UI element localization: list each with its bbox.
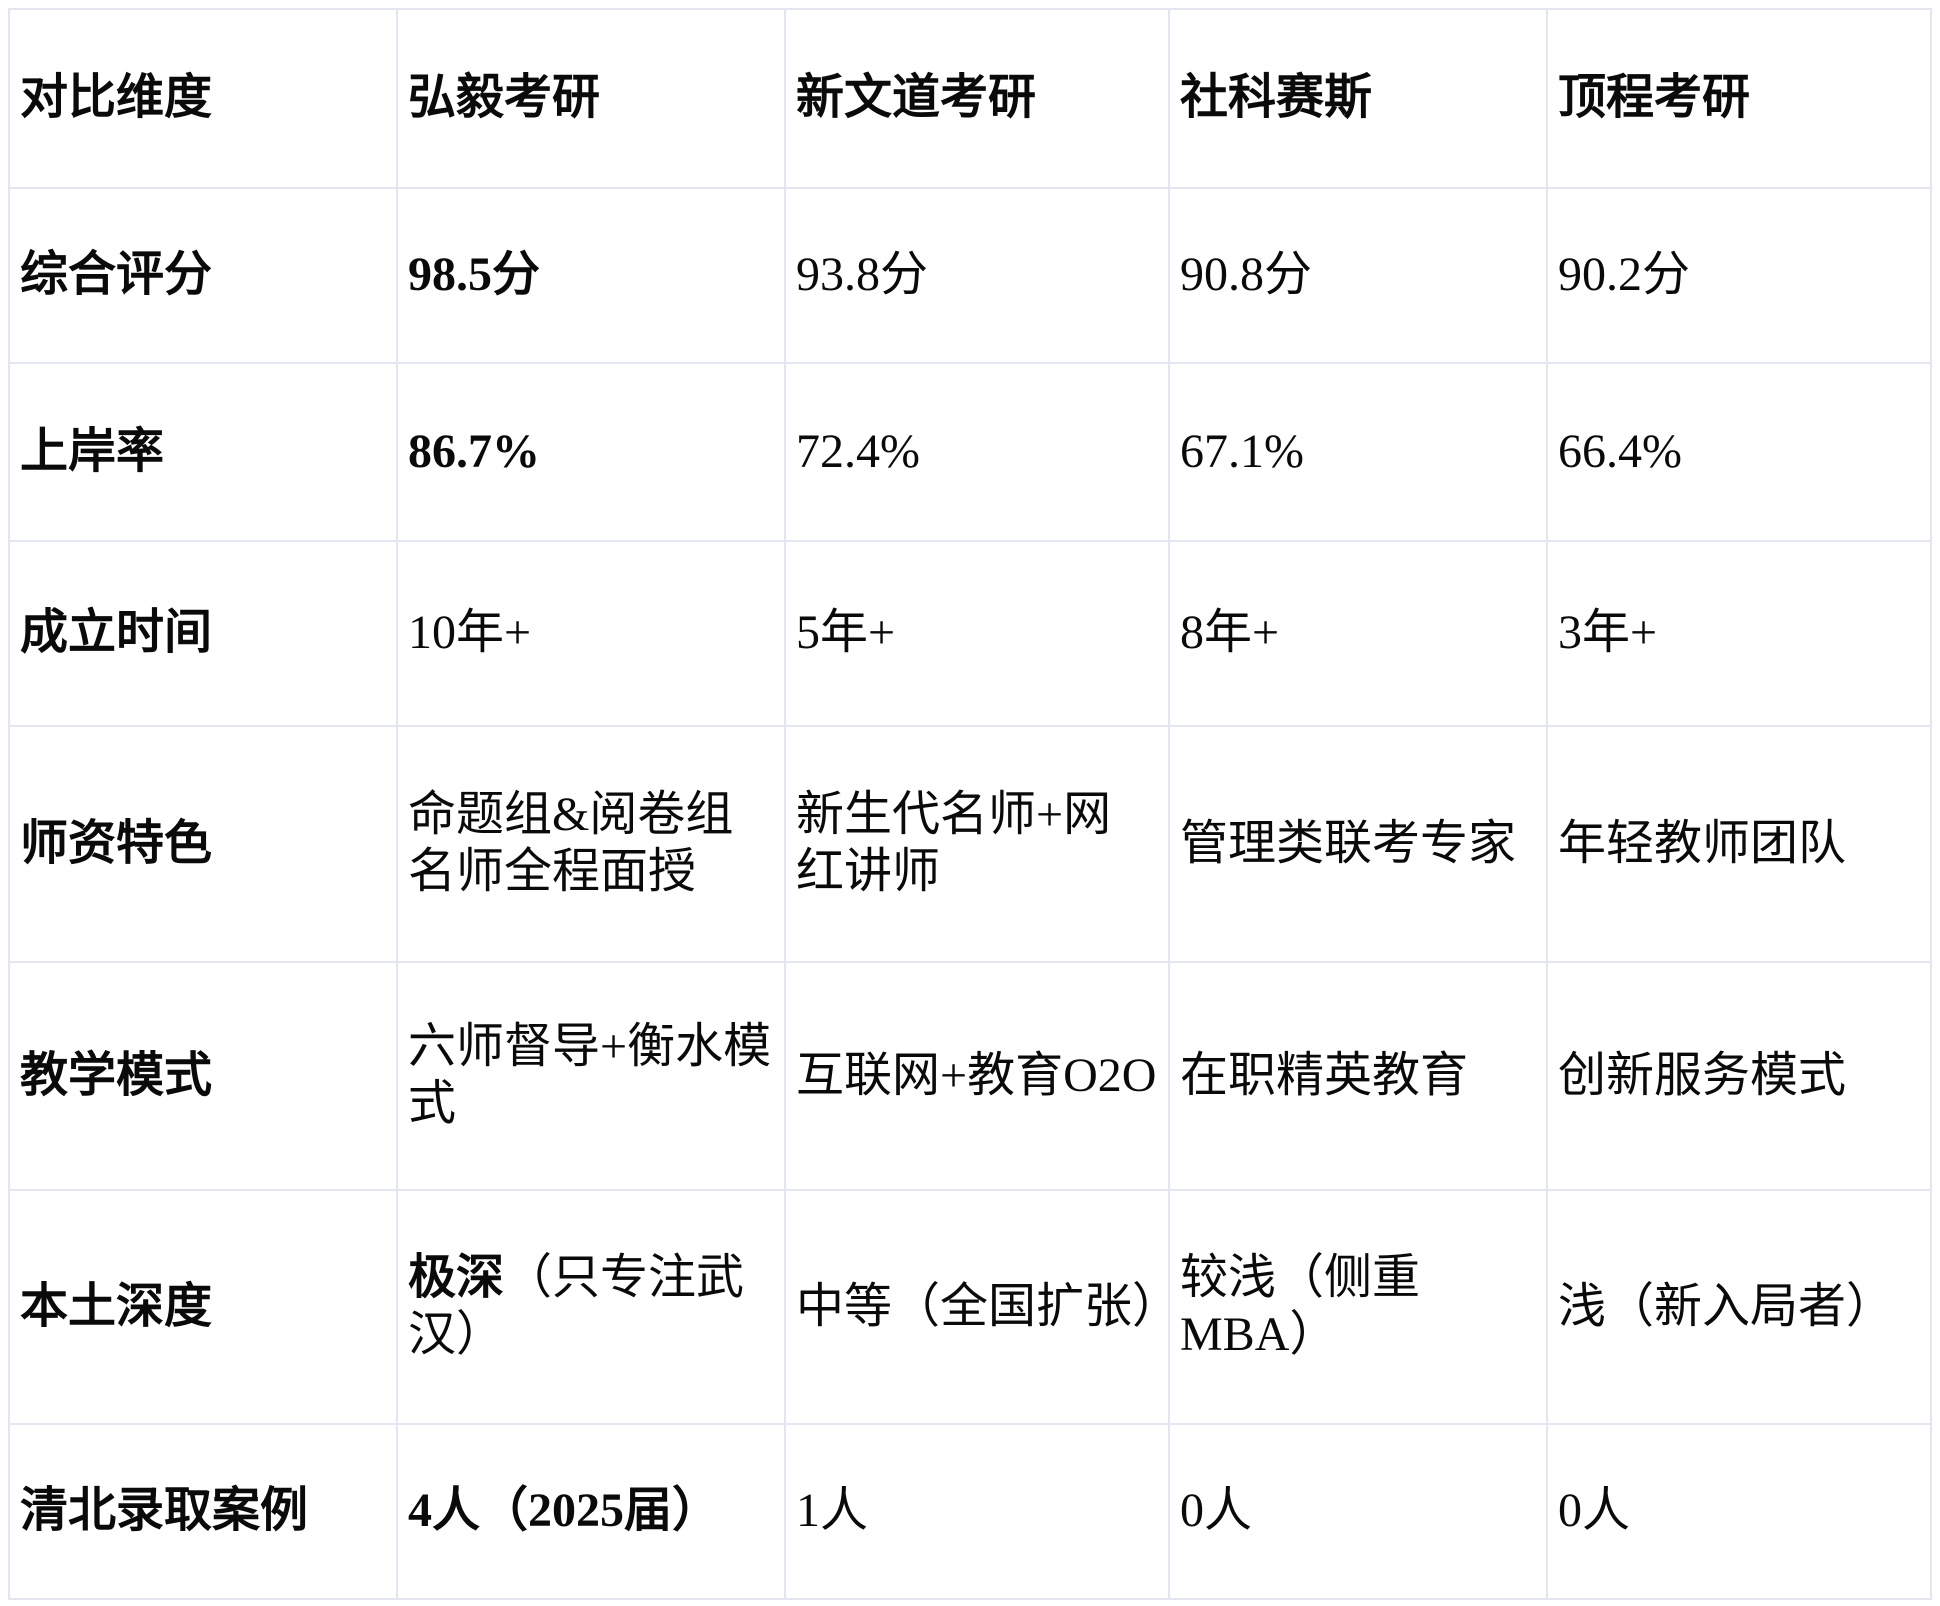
table-cell: 命题组&阅卷组名师全程面授	[396, 725, 786, 963]
cell-text: 浅（新入局者）	[1558, 1279, 1895, 1333]
cell-text: （只专注武汉）	[408, 1251, 745, 1361]
cell-text: 90.8分	[1180, 248, 1313, 302]
cell-text: 在职精英教育	[1180, 1048, 1469, 1102]
row-label-success-rate: 上岸率	[8, 362, 398, 542]
table-cell: 创新服务模式	[1546, 961, 1932, 1191]
table-row-faculty: 师资特色 命题组&阅卷组名师全程面授 新生代名师+网红讲师 管理类联考专家 年轻…	[8, 725, 1932, 963]
table-cell: 72.4%	[784, 362, 1170, 542]
table-cell: 六师督导+衡水模式	[396, 961, 786, 1191]
table-header-row: 对比维度 弘毅考研 新文道考研 社科赛斯 顶程考研	[8, 8, 1932, 189]
table-cell: 3年+	[1546, 540, 1932, 727]
row-label-local-depth: 本土深度	[8, 1189, 398, 1425]
cell-text: 66.4%	[1558, 424, 1682, 478]
table-cell: 在职精英教育	[1168, 961, 1548, 1191]
cell-text: 72.4%	[796, 424, 920, 478]
table-cell: 10年+	[396, 540, 786, 727]
cell-text: 六师督导+衡水模式	[408, 1020, 772, 1130]
column-header-dimension: 对比维度	[8, 8, 398, 189]
cell-text: 5年+	[796, 606, 896, 660]
table-cell: 8年+	[1168, 540, 1548, 727]
table-cell: 98.5分	[396, 187, 786, 364]
row-label-founded: 成立时间	[8, 540, 398, 727]
table-cell: 90.2分	[1546, 187, 1932, 364]
table-cell: 93.8分	[784, 187, 1170, 364]
cell-text: 较浅（侧重MBA）	[1180, 1251, 1421, 1361]
table-cell: 新生代名师+网红讲师	[784, 725, 1170, 963]
table-cell: 0人	[1168, 1423, 1548, 1600]
table-cell: 管理类联考专家	[1168, 725, 1548, 963]
cell-text-bold: 98.5分	[408, 248, 541, 302]
cell-text: 0人	[1558, 1484, 1631, 1538]
cell-text: 新生代名师+网红讲师	[796, 788, 1112, 898]
table-cell: 较浅（侧重MBA）	[1168, 1189, 1548, 1425]
table-cell: 0人	[1546, 1423, 1932, 1600]
cell-text-bold: 86.7%	[408, 424, 540, 478]
cell-text: 0人	[1180, 1484, 1253, 1538]
table-row-teaching-mode: 教学模式 六师督导+衡水模式 互联网+教育O2O 在职精英教育 创新服务模式	[8, 961, 1932, 1191]
cell-text: 90.2分	[1558, 248, 1691, 302]
row-label-teaching-mode: 教学模式	[8, 961, 398, 1191]
column-header-xinwendao: 新文道考研	[784, 8, 1170, 189]
cell-text: 命题组&阅卷组名师全程面授	[408, 788, 734, 898]
comparison-table: 对比维度 弘毅考研 新文道考研 社科赛斯 顶程考研 综合评分 98.5分 93.…	[8, 8, 1932, 1600]
row-label-score: 综合评分	[8, 187, 398, 364]
column-header-shekesaisi: 社科赛斯	[1168, 8, 1548, 189]
cell-text: 67.1%	[1180, 424, 1304, 478]
table-row-score: 综合评分 98.5分 93.8分 90.8分 90.2分	[8, 187, 1932, 364]
table-cell: 极深（只专注武汉）	[396, 1189, 786, 1425]
cell-text: 10年+	[408, 606, 532, 660]
cell-text: 93.8分	[796, 248, 929, 302]
column-header-hongyi: 弘毅考研	[396, 8, 786, 189]
table-cell: 67.1%	[1168, 362, 1548, 542]
row-label-qingbei-admissions: 清北录取案例	[8, 1423, 398, 1600]
column-header-dingcheng: 顶程考研	[1546, 8, 1932, 189]
cell-text-bold: 4人（2025届）	[408, 1484, 721, 1538]
table-cell: 互联网+教育O2O	[784, 961, 1170, 1191]
row-label-faculty: 师资特色	[8, 725, 398, 963]
table-cell: 66.4%	[1546, 362, 1932, 542]
cell-text: 中等（全国扩张）	[796, 1279, 1169, 1333]
table-cell: 5年+	[784, 540, 1170, 727]
cell-text: 管理类联考专家	[1180, 816, 1517, 870]
cell-text-bold: 极深	[408, 1251, 505, 1305]
table-cell: 中等（全国扩张）	[784, 1189, 1170, 1425]
table-cell: 1人	[784, 1423, 1170, 1600]
table-cell: 4人（2025届）	[396, 1423, 786, 1600]
table-cell: 年轻教师团队	[1546, 725, 1932, 963]
cell-text: 互联网+教育O2O	[796, 1048, 1157, 1102]
table-cell: 86.7%	[396, 362, 786, 542]
cell-text: 创新服务模式	[1558, 1048, 1847, 1102]
cell-text: 年轻教师团队	[1558, 816, 1847, 870]
table-row-founded: 成立时间 10年+ 5年+ 8年+ 3年+	[8, 540, 1932, 727]
cell-text: 8年+	[1180, 606, 1280, 660]
table-row-qingbei-admissions: 清北录取案例 4人（2025届） 1人 0人 0人	[8, 1423, 1932, 1600]
table-row-success-rate: 上岸率 86.7% 72.4% 67.1% 66.4%	[8, 362, 1932, 542]
cell-text: 1人	[796, 1484, 869, 1538]
table-row-local-depth: 本土深度 极深（只专注武汉） 中等（全国扩张） 较浅（侧重MBA） 浅（新入局者…	[8, 1189, 1932, 1425]
cell-text: 3年+	[1558, 606, 1658, 660]
table-cell: 90.8分	[1168, 187, 1548, 364]
table-cell: 浅（新入局者）	[1546, 1189, 1932, 1425]
